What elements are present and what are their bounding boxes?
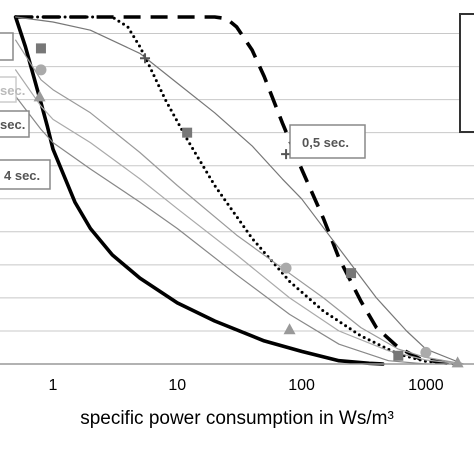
x-tick-label: 10 bbox=[168, 377, 186, 394]
marker-layer bbox=[33, 43, 464, 368]
square-marker bbox=[393, 350, 404, 361]
square-marker bbox=[182, 127, 193, 138]
callout-4-sec-label: 4 sec. bbox=[4, 168, 40, 183]
callout-sec-mid: sec. bbox=[0, 110, 30, 138]
x-tick-label: 1 bbox=[49, 377, 58, 394]
square-marker bbox=[346, 268, 357, 279]
grid-lines bbox=[0, 33, 474, 332]
legend-box bbox=[459, 13, 474, 133]
circle-marker bbox=[35, 64, 47, 76]
circle-marker bbox=[280, 262, 292, 274]
callout-sec-light-label: sec. bbox=[0, 83, 25, 98]
callout-sec-mid-label: sec. bbox=[0, 117, 25, 132]
series-line-2 bbox=[15, 15, 449, 366]
series-line-5 bbox=[15, 39, 464, 365]
callout-cut-1 bbox=[0, 32, 14, 61]
plus-marker bbox=[140, 53, 151, 64]
series-line-4 bbox=[15, 16, 464, 365]
callout-sec-light: sec. bbox=[0, 76, 25, 103]
callout-0-5-sec-label: 0,5 sec. bbox=[302, 135, 349, 150]
triangle-marker bbox=[283, 323, 296, 335]
x-tick-label: 1000 bbox=[408, 377, 444, 394]
series-line-7 bbox=[15, 95, 427, 365]
callout-4-sec: 4 sec. bbox=[0, 159, 51, 190]
x-tick-label: 100 bbox=[288, 377, 315, 394]
callout-0-5-sec: 0,5 sec. bbox=[289, 124, 366, 159]
square-marker bbox=[35, 43, 46, 54]
x-axis-label: specific power consumption in Ws/m³ bbox=[80, 408, 394, 429]
series-line-1 bbox=[13, 15, 385, 366]
series-line-3 bbox=[14, 15, 460, 366]
triangle-marker bbox=[33, 90, 46, 102]
x-tick-labels: 1 10 100 1000 bbox=[49, 377, 444, 394]
circle-marker bbox=[420, 346, 432, 358]
series-layer bbox=[13, 15, 464, 366]
